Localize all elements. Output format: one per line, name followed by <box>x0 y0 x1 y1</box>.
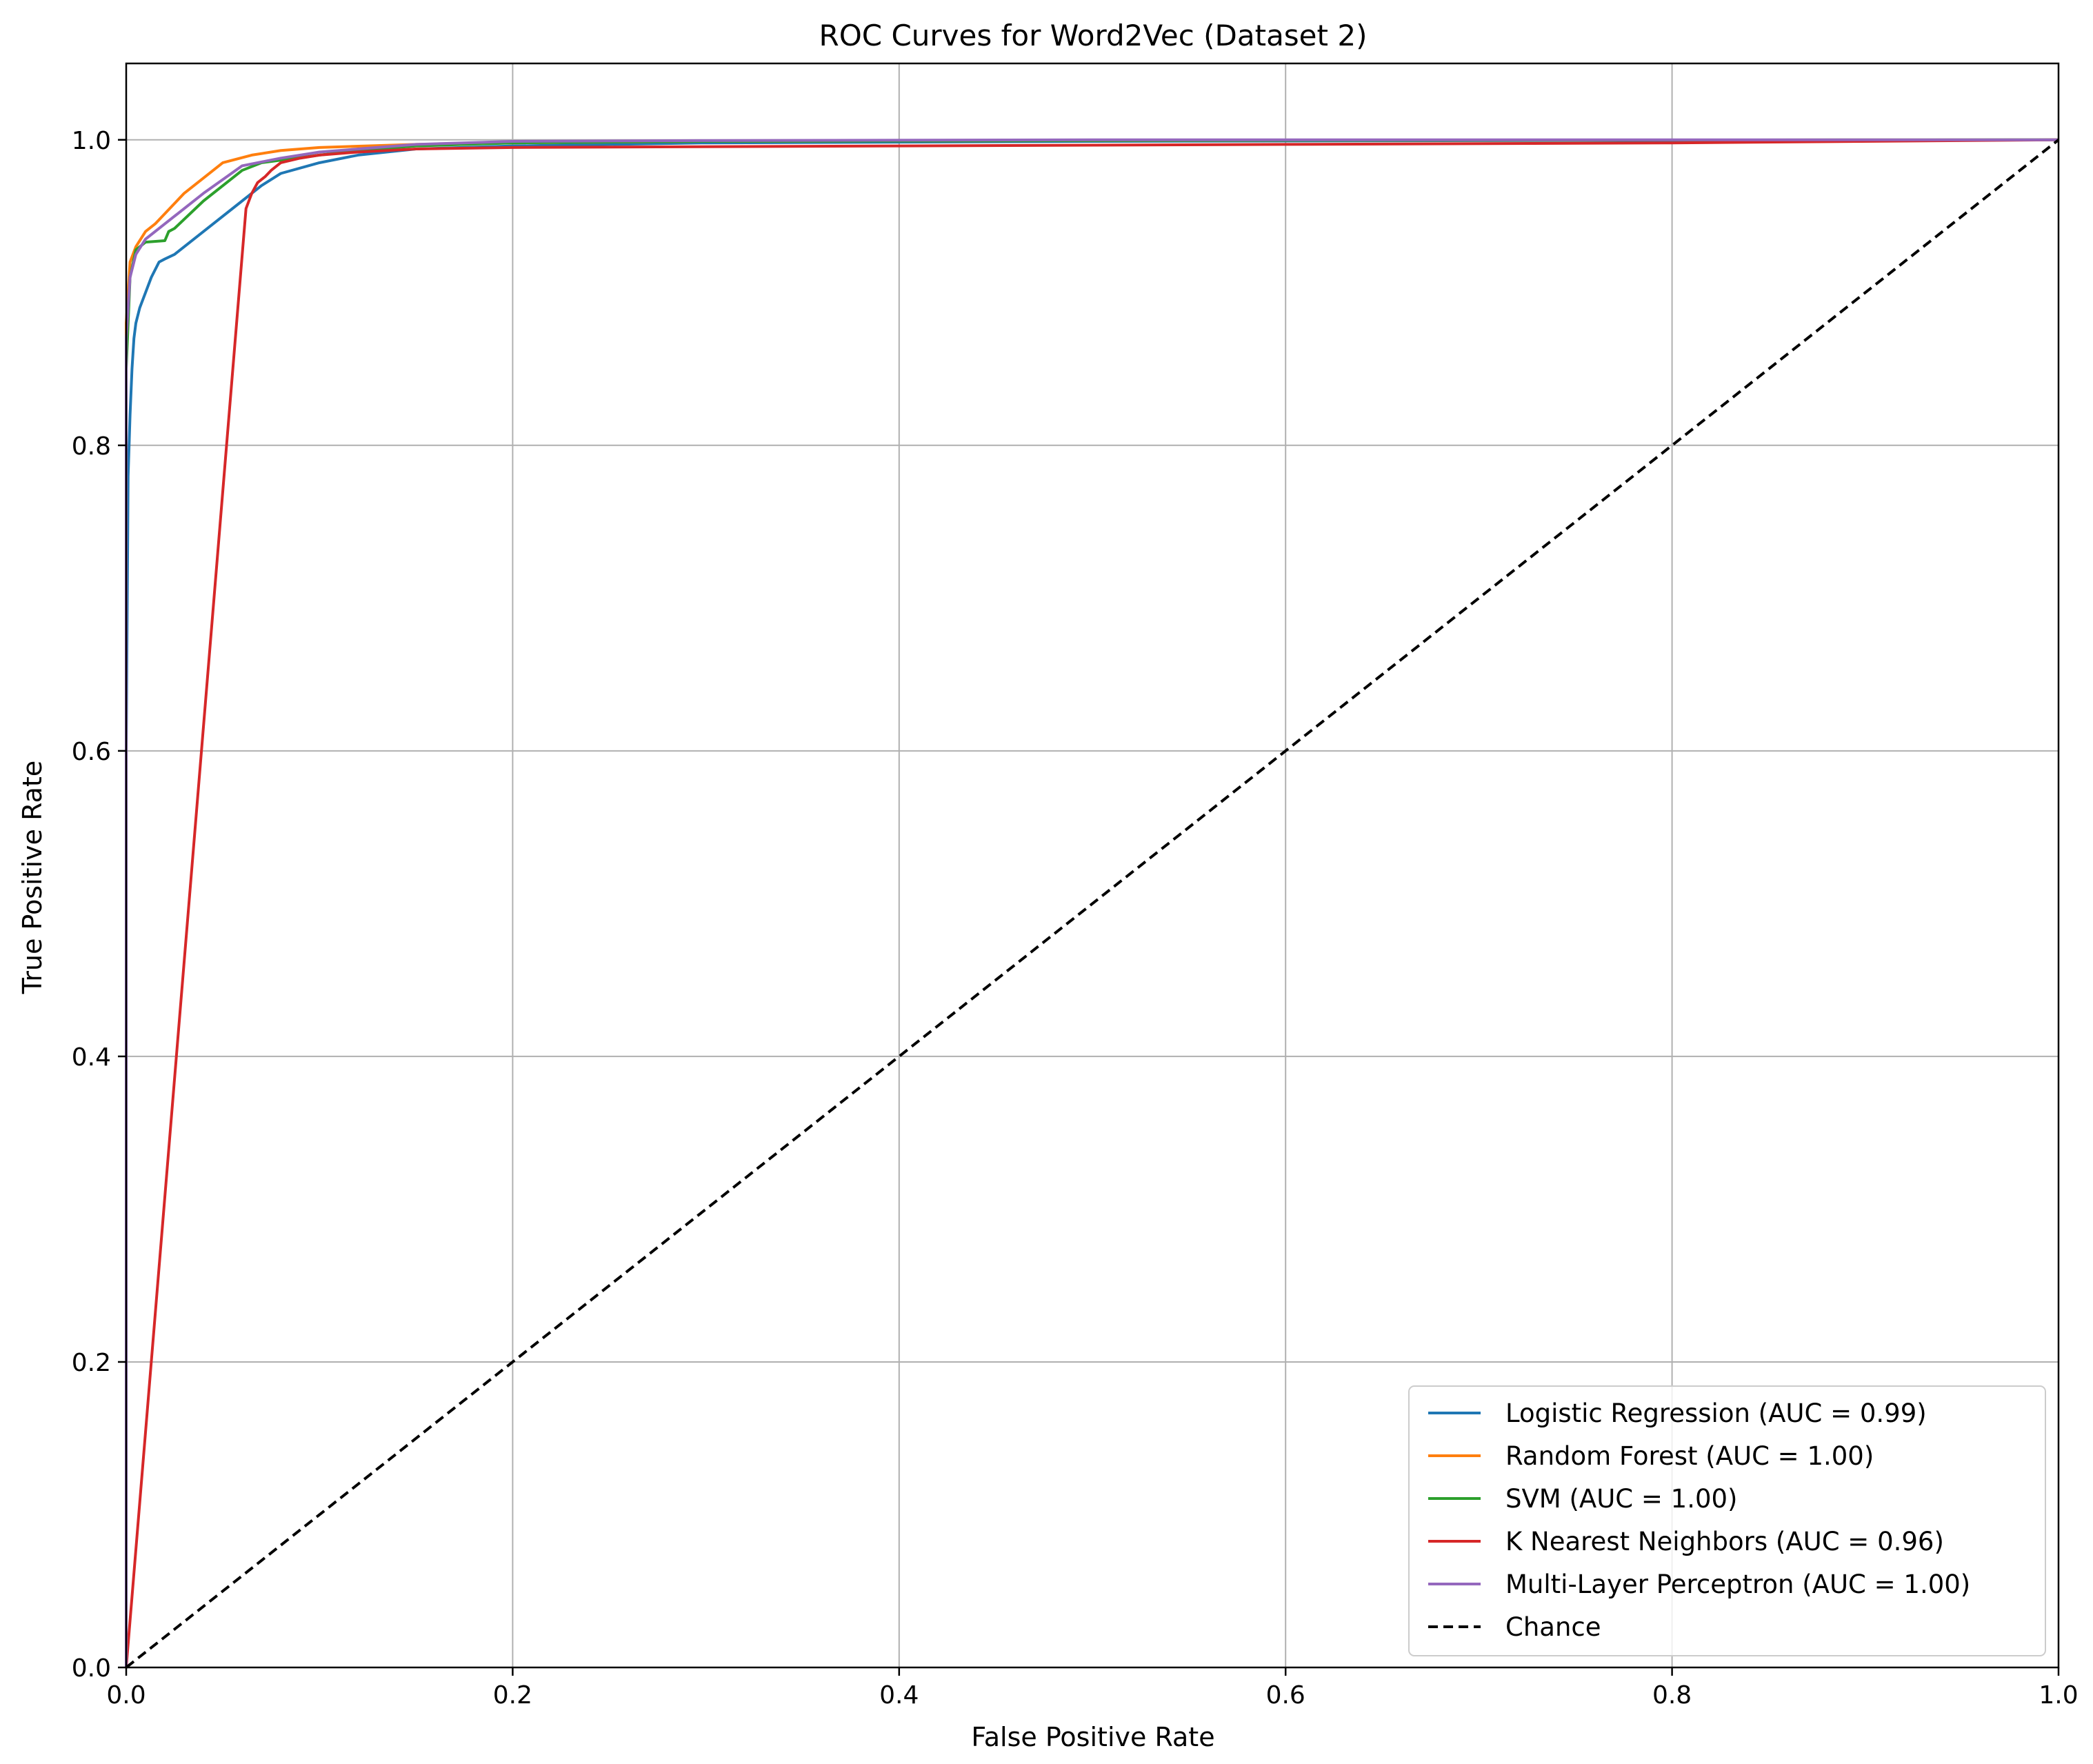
y-tick-label: 0.0 <box>72 1654 111 1683</box>
grid-lines <box>126 63 2059 1668</box>
legend: Logistic Regression (AUC = 0.99) Random F… <box>1408 1385 2046 1656</box>
y-tick-label: 0.6 <box>72 738 111 766</box>
legend-label: Random Forest (AUC = 1.00) <box>1505 1441 1874 1471</box>
y-tick-label: 0.8 <box>72 432 111 461</box>
logistic-regression-line <box>125 138 2059 1667</box>
series-lines <box>125 138 2060 1669</box>
legend-label: Multi-Layer Perceptron (AUC = 1.00) <box>1505 1570 1970 1599</box>
y-tick-label: 0.2 <box>72 1349 111 1377</box>
x-tick-label: 0.4 <box>879 1681 919 1710</box>
x-tick-label: 0.2 <box>493 1681 532 1710</box>
plot-area-frame <box>125 62 2060 1669</box>
legend-label: SVM (AUC = 1.00) <box>1505 1484 1738 1514</box>
multi-layer-perceptron-line <box>125 138 2059 1667</box>
x-tick-label: 0.8 <box>1652 1681 1692 1710</box>
y-tick-label: 1.0 <box>72 127 111 155</box>
y-tick-label: 0.4 <box>72 1043 111 1072</box>
y-axis-label: True Positive Rate <box>17 761 48 995</box>
x-tick-label: 0.0 <box>106 1681 146 1710</box>
legend-label: Logistic Regression (AUC = 0.99) <box>1505 1399 1927 1428</box>
legend-label: K Nearest Neighbors (AUC = 0.96) <box>1505 1527 1944 1556</box>
x-tick-label: 1.0 <box>2039 1681 2078 1710</box>
legend-label: Chance <box>1505 1612 1601 1642</box>
k-nearest-neighbors-line <box>125 138 2059 1668</box>
chart-title: ROC Curves for Word2Vec (Dataset 2) <box>819 19 1368 52</box>
chance-line <box>125 139 2060 1669</box>
legend-box <box>1408 1385 2046 1656</box>
x-axis-label: False Positive Rate <box>971 1722 1214 1752</box>
x-tick-label: 0.6 <box>1266 1681 1305 1710</box>
axis-ticks: 0.0 0.2 0.4 0.6 0.8 1.0 0.0 0.2 0.4 0.6 0.8 1.0 <box>72 127 2079 1710</box>
